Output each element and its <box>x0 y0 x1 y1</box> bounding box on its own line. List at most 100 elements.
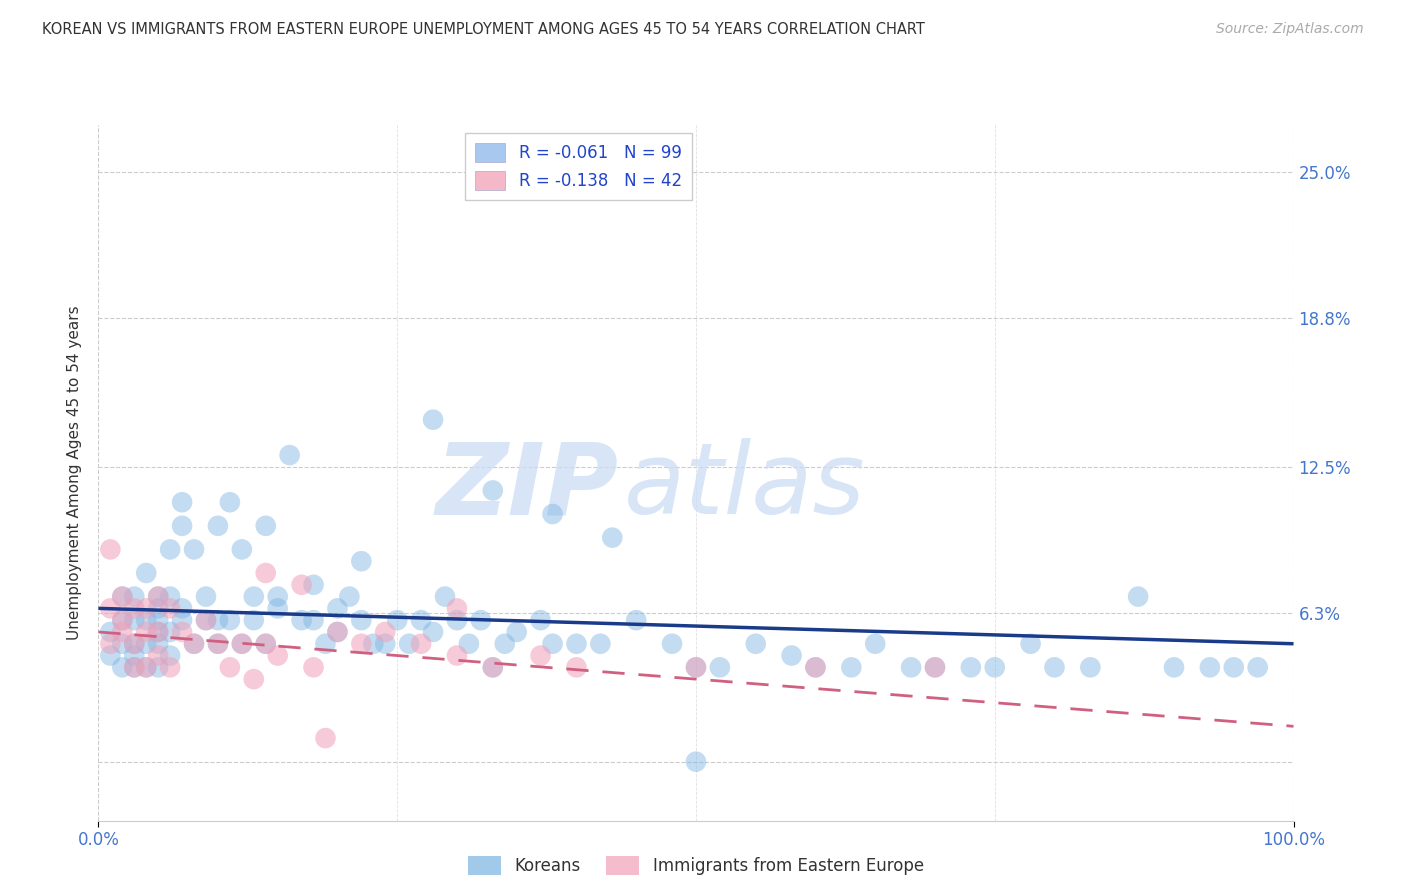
Point <box>243 590 266 604</box>
Point <box>148 590 170 604</box>
Point <box>1163 660 1185 674</box>
Point <box>446 613 468 627</box>
Point <box>565 637 588 651</box>
Point <box>207 518 229 533</box>
Point <box>159 624 181 639</box>
Point <box>135 566 157 580</box>
Point <box>111 637 134 651</box>
Point <box>219 660 242 674</box>
Point <box>291 613 314 627</box>
Point <box>111 613 134 627</box>
Point <box>529 613 551 627</box>
Point <box>219 495 242 509</box>
Point <box>111 613 134 627</box>
Point <box>398 637 420 651</box>
Point <box>172 518 194 533</box>
Point <box>446 601 468 615</box>
Point <box>422 624 444 639</box>
Point <box>148 590 170 604</box>
Point <box>159 590 181 604</box>
Text: Source: ZipAtlas.com: Source: ZipAtlas.com <box>1216 22 1364 37</box>
Point <box>745 637 768 651</box>
Point <box>385 613 409 627</box>
Point <box>98 542 122 557</box>
Point <box>685 755 707 769</box>
Point <box>411 613 433 627</box>
Point <box>267 648 290 663</box>
Point <box>135 601 157 615</box>
Point <box>350 554 373 568</box>
Point <box>172 495 194 509</box>
Point <box>111 624 134 639</box>
Point <box>267 601 290 615</box>
Point <box>291 578 314 592</box>
Point <box>541 507 564 521</box>
Point <box>98 648 122 663</box>
Point <box>231 637 253 651</box>
Point <box>446 648 468 663</box>
Point <box>984 660 1007 674</box>
Point <box>111 660 134 674</box>
Point <box>148 660 170 674</box>
Point <box>243 672 266 686</box>
Point <box>1019 637 1042 651</box>
Point <box>541 637 564 651</box>
Point <box>183 637 205 651</box>
Point <box>135 660 157 674</box>
Point <box>841 660 863 674</box>
Point <box>481 660 505 674</box>
Point <box>194 590 218 604</box>
Point <box>1246 660 1268 674</box>
Point <box>374 624 396 639</box>
Point <box>207 637 229 651</box>
Point <box>124 660 146 674</box>
Point <box>506 624 529 639</box>
Point <box>172 613 194 627</box>
Point <box>267 590 290 604</box>
Point <box>529 648 551 663</box>
Point <box>411 637 433 651</box>
Point <box>124 601 146 615</box>
Point <box>602 531 624 545</box>
Point <box>900 660 922 674</box>
Point <box>254 566 277 580</box>
Point <box>135 624 157 639</box>
Point <box>589 637 612 651</box>
Point <box>685 660 707 674</box>
Point <box>780 648 803 663</box>
Point <box>804 660 827 674</box>
Point <box>326 624 349 639</box>
Point <box>481 660 505 674</box>
Point <box>148 613 170 627</box>
Point <box>148 648 170 663</box>
Point <box>207 637 229 651</box>
Point <box>326 601 349 615</box>
Point <box>363 637 385 651</box>
Point <box>124 590 146 604</box>
Point <box>124 637 146 651</box>
Point <box>278 448 301 462</box>
Text: KOREAN VS IMMIGRANTS FROM EASTERN EUROPE UNEMPLOYMENT AMONG AGES 45 TO 54 YEARS : KOREAN VS IMMIGRANTS FROM EASTERN EUROPE… <box>42 22 925 37</box>
Text: ZIP: ZIP <box>436 438 619 535</box>
Point <box>148 601 170 615</box>
Point <box>183 637 205 651</box>
Point <box>470 613 492 627</box>
Point <box>685 660 707 674</box>
Point <box>135 613 157 627</box>
Point <box>159 660 181 674</box>
Y-axis label: Unemployment Among Ages 45 to 54 years: Unemployment Among Ages 45 to 54 years <box>67 305 83 640</box>
Point <box>1222 660 1246 674</box>
Point <box>422 413 444 427</box>
Point <box>326 624 349 639</box>
Point <box>124 660 146 674</box>
Point <box>243 613 266 627</box>
Point <box>254 637 277 651</box>
Point <box>207 613 229 627</box>
Point <box>863 637 887 651</box>
Point <box>231 542 253 557</box>
Point <box>1128 590 1150 604</box>
Point <box>124 648 146 663</box>
Point <box>481 483 505 498</box>
Point <box>159 542 181 557</box>
Point <box>172 601 194 615</box>
